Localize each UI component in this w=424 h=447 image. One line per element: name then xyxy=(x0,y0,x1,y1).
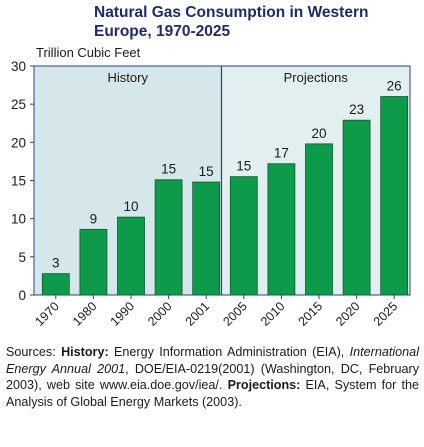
y-tick-label-15: 15 xyxy=(11,174,26,189)
x-tick-label-1990: 1990 xyxy=(108,299,138,329)
data-label-2005: 15 xyxy=(236,159,251,174)
x-tick-label-1980: 1980 xyxy=(70,299,100,329)
y-tick-label-25: 25 xyxy=(11,97,26,112)
y-tick-label-0: 0 xyxy=(18,288,26,303)
y-tick-label-20: 20 xyxy=(11,135,26,150)
bar-2015 xyxy=(305,143,333,296)
bar-2010 xyxy=(267,163,296,296)
bar-1980 xyxy=(79,228,108,296)
chart-title: Natural Gas Consumption in Western Europ… xyxy=(94,4,369,40)
data-label-2020: 23 xyxy=(349,102,364,117)
region-label-history: History xyxy=(108,70,149,85)
projections-source-text: EIA, System for the Analysis of Global E… xyxy=(6,378,419,409)
x-tick-label-2015: 2015 xyxy=(296,299,326,329)
x-tick-label-2005: 2005 xyxy=(220,299,250,329)
bar-2025 xyxy=(380,96,409,296)
data-label-1970: 3 xyxy=(52,256,60,271)
data-label-2025: 26 xyxy=(387,79,402,94)
x-tick-label-2001: 2001 xyxy=(183,299,213,329)
history-source-text-2: , DOE/EIA-0219(2001) (Washington, DC, Fe… xyxy=(6,361,419,393)
y-tick-label-5: 5 xyxy=(18,250,26,265)
sources-note: Sources: History: Energy Information Adm… xyxy=(6,344,419,410)
data-label-2010: 17 xyxy=(274,146,289,161)
history-source-text-1: Energy Information Administration (EIA), xyxy=(108,345,350,359)
y-tick-label-10: 10 xyxy=(11,212,26,227)
bar-2020 xyxy=(342,119,371,296)
history-source-label: History: xyxy=(61,345,109,359)
x-tick-label-2020: 2020 xyxy=(333,299,363,329)
history-publication: International Energy Annual 2001 xyxy=(6,345,419,376)
data-label-2001: 15 xyxy=(199,164,214,179)
x-tick-label-2010: 2010 xyxy=(258,299,288,329)
x-tick-label-1970: 1970 xyxy=(32,299,62,329)
projections-source-label: Projections: xyxy=(227,378,301,393)
bar-chart: History Projections0510152025303197091980… xyxy=(11,59,411,329)
y-tick-label-30: 30 xyxy=(11,59,26,74)
sources-prefix: Sources: xyxy=(6,345,62,359)
bar-2005 xyxy=(229,176,258,296)
data-label-1990: 10 xyxy=(123,199,138,214)
data-label-2015: 20 xyxy=(311,126,326,141)
x-tick-label-2000: 2000 xyxy=(145,299,175,329)
bar-1990 xyxy=(117,216,145,296)
region-label-projections: Projections xyxy=(284,70,349,85)
bar-2001 xyxy=(192,181,221,296)
y-axis-unit-label: Trillion Cubic Feet xyxy=(36,45,141,60)
bar-2000 xyxy=(154,179,183,296)
data-label-2000: 15 xyxy=(161,162,176,177)
x-tick-label-2025: 2025 xyxy=(371,299,401,329)
data-label-1980: 9 xyxy=(90,211,98,226)
bar-1970 xyxy=(41,273,70,296)
